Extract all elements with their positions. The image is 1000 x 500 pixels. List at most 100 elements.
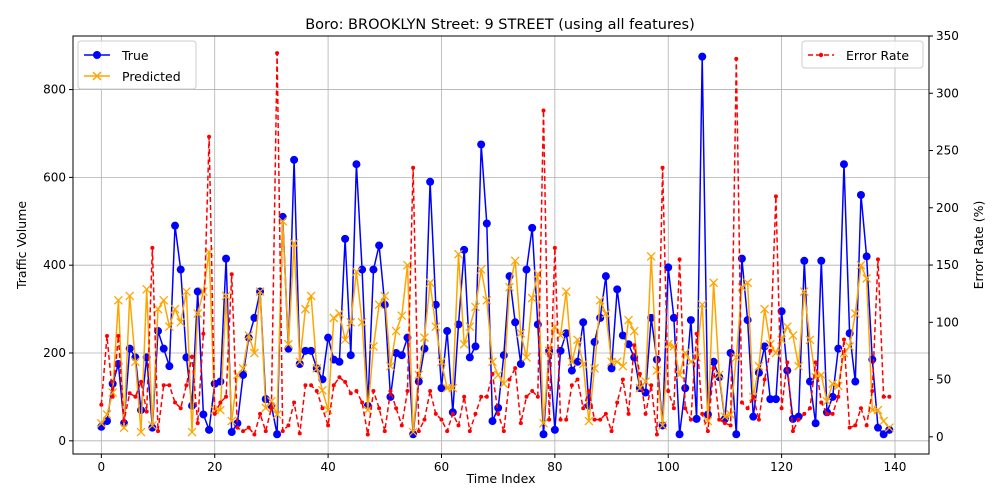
point-predicted-96 — [641, 377, 651, 387]
point-error-57 — [422, 417, 427, 422]
point-error-27 — [252, 432, 257, 437]
point-error-93 — [626, 411, 631, 416]
y2-tick-label-100: 100 — [936, 315, 959, 329]
point-error-18 — [201, 331, 206, 336]
point-predicted-89 — [601, 309, 611, 318]
point-true-103 — [681, 384, 690, 393]
point-true-127 — [817, 256, 826, 265]
point-true-9 — [148, 423, 157, 432]
point-true-16 — [188, 401, 197, 410]
point-true-13 — [171, 221, 180, 230]
point-true-12 — [165, 362, 174, 371]
point-predicted-55 — [408, 427, 418, 437]
point-error-51 — [388, 389, 393, 394]
point-error-91 — [615, 400, 620, 405]
x-tick-label-20: 20 — [207, 460, 222, 474]
point-error-15 — [184, 383, 189, 388]
point-predicted-86 — [584, 416, 594, 426]
point-error-139 — [887, 394, 892, 399]
point-true-22 — [222, 254, 231, 263]
point-true-119 — [771, 395, 780, 404]
legend-error-label: Error Rate — [846, 48, 909, 63]
point-predicted-5 — [125, 291, 135, 301]
point-true-64 — [460, 245, 469, 254]
point-true-61 — [443, 327, 452, 336]
point-error-2 — [110, 394, 115, 399]
point-error-110 — [722, 421, 727, 426]
point-predicted-112 — [731, 352, 741, 362]
point-predicted-52 — [391, 326, 401, 336]
point-error-112 — [734, 56, 739, 61]
point-error-125 — [807, 406, 812, 411]
point-predicted-2 — [108, 388, 118, 397]
point-error-32 — [280, 429, 285, 434]
point-error-36 — [303, 383, 308, 388]
point-error-49 — [377, 406, 382, 411]
point-true-21 — [216, 377, 225, 386]
point-predicted-108 — [709, 278, 719, 288]
point-predicted-114 — [743, 278, 753, 288]
point-error-104 — [688, 417, 693, 422]
point-predicted-1 — [102, 410, 112, 419]
point-true-31 — [273, 430, 282, 439]
point-error-65 — [467, 429, 472, 434]
point-predicted-9 — [147, 421, 157, 430]
point-error-66 — [473, 411, 478, 416]
point-error-59 — [433, 411, 438, 416]
point-true-14 — [176, 265, 185, 274]
point-predicted-13 — [170, 304, 180, 314]
point-predicted-53 — [397, 311, 407, 321]
series-layer — [96, 51, 894, 439]
point-true-44 — [346, 351, 355, 360]
point-true-49 — [375, 241, 384, 250]
point-error-40 — [326, 423, 331, 428]
point-error-21 — [218, 400, 223, 405]
x-axis-ticks: 0 20 40 60 80 100 120 140 — [98, 454, 906, 474]
point-error-30 — [269, 406, 274, 411]
point-predicted-47 — [363, 405, 373, 415]
point-error-101 — [671, 406, 676, 411]
point-true-36 — [301, 346, 310, 355]
point-predicted-119 — [771, 348, 781, 358]
point-predicted-94 — [629, 326, 639, 336]
point-error-122 — [790, 429, 795, 434]
legend-predicted-marker — [92, 71, 102, 81]
point-error-5 — [127, 391, 132, 396]
point-true-102 — [675, 430, 684, 439]
point-true-10 — [154, 327, 163, 336]
y-axis-label: Traffic Volume — [14, 201, 29, 290]
point-predicted-59 — [431, 322, 441, 332]
point-predicted-76 — [527, 293, 537, 303]
point-error-29 — [263, 429, 268, 434]
point-true-58 — [426, 177, 435, 186]
series-error-rate — [99, 51, 892, 437]
point-predicted-132 — [845, 341, 855, 351]
point-error-86 — [586, 389, 591, 394]
x-tick-label-0: 0 — [98, 460, 106, 474]
point-true-19 — [205, 425, 214, 434]
point-error-109 — [717, 417, 722, 422]
point-true-43 — [341, 234, 350, 243]
point-error-16 — [190, 354, 195, 359]
point-true-65 — [465, 353, 474, 362]
point-error-89 — [603, 411, 608, 416]
point-error-137 — [875, 257, 880, 262]
point-predicted-27 — [249, 348, 259, 358]
point-error-7 — [139, 379, 144, 384]
point-predicted-14 — [176, 317, 186, 327]
point-predicted-133 — [850, 309, 860, 318]
point-error-96 — [643, 411, 648, 416]
point-error-128 — [824, 411, 829, 416]
point-error-45 — [354, 389, 359, 394]
point-error-4 — [122, 418, 127, 423]
point-error-41 — [331, 383, 336, 388]
point-error-74 — [518, 421, 523, 426]
point-true-89 — [601, 272, 610, 281]
point-predicted-37 — [306, 291, 316, 301]
series-line-2 — [100, 52, 890, 436]
point-error-114 — [745, 406, 750, 411]
point-predicted-25 — [238, 363, 248, 373]
point-predicted-12 — [164, 322, 174, 332]
point-predicted-125 — [805, 335, 815, 345]
chart-title: Boro: BROOKLYN Street: 9 STREET (using a… — [305, 17, 695, 33]
